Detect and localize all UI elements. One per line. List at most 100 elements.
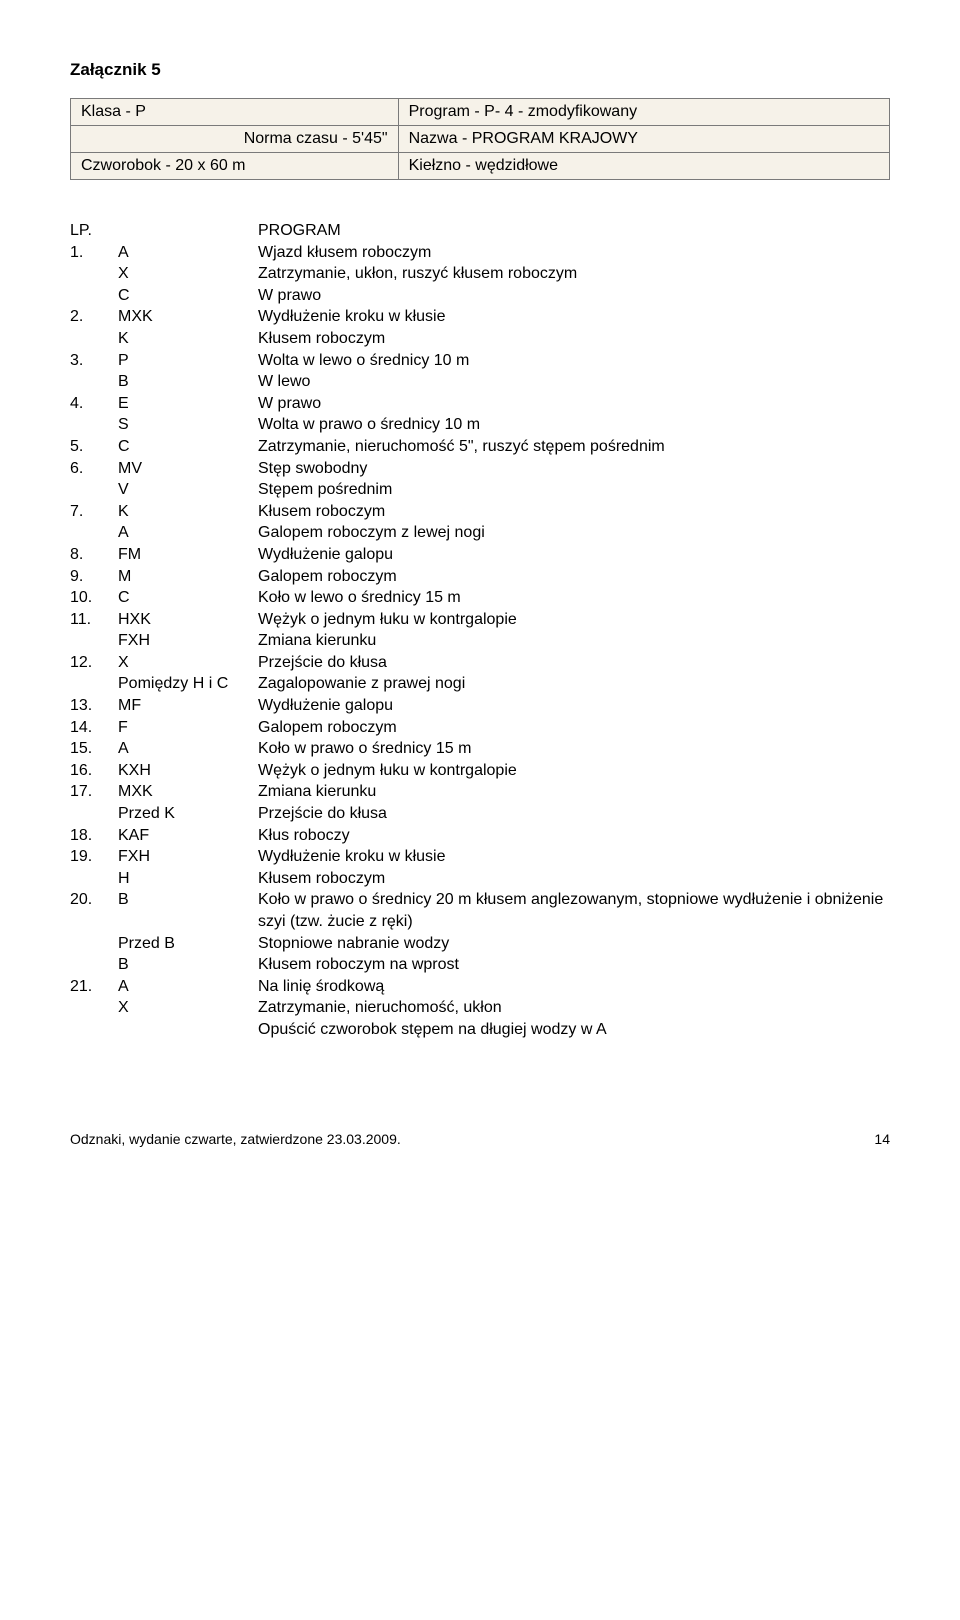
program-code: B [118, 889, 258, 911]
program-num: 21. [70, 976, 118, 998]
program-desc: Wolta w prawo o średnicy 10 m [258, 414, 890, 436]
program-row: 16.KXHWężyk o jednym łuku w kontrgalopie [70, 760, 890, 782]
info-cell: Norma czasu - 5'45" [71, 126, 399, 153]
program-desc: Wężyk o jednym łuku w kontrgalopie [258, 760, 890, 782]
program-num: 2. [70, 306, 118, 328]
program-num: 5. [70, 436, 118, 458]
info-cell: Czworobok - 20 x 60 m [71, 153, 399, 180]
program-row: Przed KPrzejście do kłusa [70, 803, 890, 825]
program-code: A [118, 242, 258, 264]
program-code: MXK [118, 306, 258, 328]
program-desc: Stępem pośrednim [258, 479, 890, 501]
program-num: 17. [70, 781, 118, 803]
program-desc: Na linię środkową [258, 976, 890, 998]
program-code: A [118, 738, 258, 760]
program-desc: Koło w lewo o średnicy 15 m [258, 587, 890, 609]
program-row: 3.PWolta w lewo o średnicy 10 m [70, 350, 890, 372]
program-row: 17.MXKZmiana kierunku [70, 781, 890, 803]
program-num: 15. [70, 738, 118, 760]
program-row: Pomiędzy H i CZagalopowanie z prawej nog… [70, 673, 890, 695]
program-code: HXK [118, 609, 258, 631]
program-row: 21.ANa linię środkową [70, 976, 890, 998]
program-code: M [118, 566, 258, 588]
program-row: 8.FMWydłużenie galopu [70, 544, 890, 566]
info-cell: Kiełzno - wędzidłowe [398, 153, 889, 180]
program-desc: Galopem roboczym [258, 566, 890, 588]
program-row: 5.CZatrzymanie, nieruchomość 5", ruszyć … [70, 436, 890, 458]
program-desc: Zmiana kierunku [258, 630, 890, 652]
program-row: 4.EW prawo [70, 393, 890, 415]
program-num: 3. [70, 350, 118, 372]
program-row: HKłusem roboczym [70, 868, 890, 890]
footer-left: Odznaki, wydanie czwarte, zatwierdzone 2… [70, 1131, 401, 1147]
program-desc: Wydłużenie galopu [258, 695, 890, 717]
program-code: X [118, 263, 258, 285]
program-desc: Wydłużenie galopu [258, 544, 890, 566]
program-row: 9.MGalopem roboczym [70, 566, 890, 588]
program-desc: Wydłużenie kroku w kłusie [258, 846, 890, 868]
program-desc: W lewo [258, 371, 890, 393]
program-code: C [118, 285, 258, 307]
program-row: 2.MXKWydłużenie kroku w kłusie [70, 306, 890, 328]
program-code: F [118, 717, 258, 739]
info-cell: Program - P- 4 - zmodyfikowany [398, 99, 889, 126]
program-desc: Koło w prawo o średnicy 15 m [258, 738, 890, 760]
program-code: Przed B [118, 933, 258, 955]
program-num: 20. [70, 889, 118, 911]
program-row: VStępem pośrednim [70, 479, 890, 501]
program-code: MXK [118, 781, 258, 803]
program-table: LP. PROGRAM 1.AWjazd kłusem roboczymXZat… [70, 220, 890, 1041]
program-desc: Galopem roboczym [258, 717, 890, 739]
program-num: 4. [70, 393, 118, 415]
info-cell: Klasa - P [71, 99, 399, 126]
program-row: SWolta w prawo o średnicy 10 m [70, 414, 890, 436]
program-desc: W prawo [258, 393, 890, 415]
program-num: 10. [70, 587, 118, 609]
program-desc: Wjazd kłusem roboczym [258, 242, 890, 264]
program-code: X [118, 652, 258, 674]
program-row: 12.XPrzejście do kłusa [70, 652, 890, 674]
program-desc: Przejście do kłusa [258, 652, 890, 674]
program-desc: Stęp swobodny [258, 458, 890, 480]
program-row: Opuścić czworobok stępem na długiej wodz… [70, 1019, 890, 1041]
program-desc: Koło w prawo o średnicy 20 m kłusem angl… [258, 889, 890, 932]
program-row: BKłusem roboczym na wprost [70, 954, 890, 976]
footer-page-number: 14 [874, 1131, 890, 1147]
program-code: Przed K [118, 803, 258, 825]
program-code: MF [118, 695, 258, 717]
program-code: B [118, 371, 258, 393]
program-desc: Wężyk o jednym łuku w kontrgalopie [258, 609, 890, 631]
program-code: K [118, 328, 258, 350]
info-cell: Nazwa - PROGRAM KRAJOWY [398, 126, 889, 153]
program-desc: Wolta w lewo o średnicy 10 m [258, 350, 890, 372]
attachment-title: Załącznik 5 [70, 60, 890, 80]
program-row: XZatrzymanie, ukłon, ruszyć kłusem roboc… [70, 263, 890, 285]
program-desc: Kłusem roboczym [258, 328, 890, 350]
program-desc: Galopem roboczym z lewej nogi [258, 522, 890, 544]
program-desc: Zagalopowanie z prawej nogi [258, 673, 890, 695]
program-code: KAF [118, 825, 258, 847]
program-num: 6. [70, 458, 118, 480]
program-row: BW lewo [70, 371, 890, 393]
program-row: 11.HXKWężyk o jednym łuku w kontrgalopie [70, 609, 890, 631]
program-num: 14. [70, 717, 118, 739]
program-code: MV [118, 458, 258, 480]
program-code: KXH [118, 760, 258, 782]
program-code: X [118, 997, 258, 1019]
program-num: 12. [70, 652, 118, 674]
program-desc: Kłusem roboczym [258, 501, 890, 523]
program-num: 16. [70, 760, 118, 782]
program-row: Przed BStopniowe nabranie wodzy [70, 933, 890, 955]
program-code: B [118, 954, 258, 976]
program-row: 1.AWjazd kłusem roboczym [70, 242, 890, 264]
program-num: 9. [70, 566, 118, 588]
program-desc: Opuścić czworobok stępem na długiej wodz… [258, 1019, 890, 1041]
program-num: 18. [70, 825, 118, 847]
program-code: P [118, 350, 258, 372]
program-row: 19.FXHWydłużenie kroku w kłusie [70, 846, 890, 868]
program-code: S [118, 414, 258, 436]
program-code: C [118, 587, 258, 609]
program-desc: Kłusem roboczym [258, 868, 890, 890]
program-code: FXH [118, 630, 258, 652]
program-code: FXH [118, 846, 258, 868]
